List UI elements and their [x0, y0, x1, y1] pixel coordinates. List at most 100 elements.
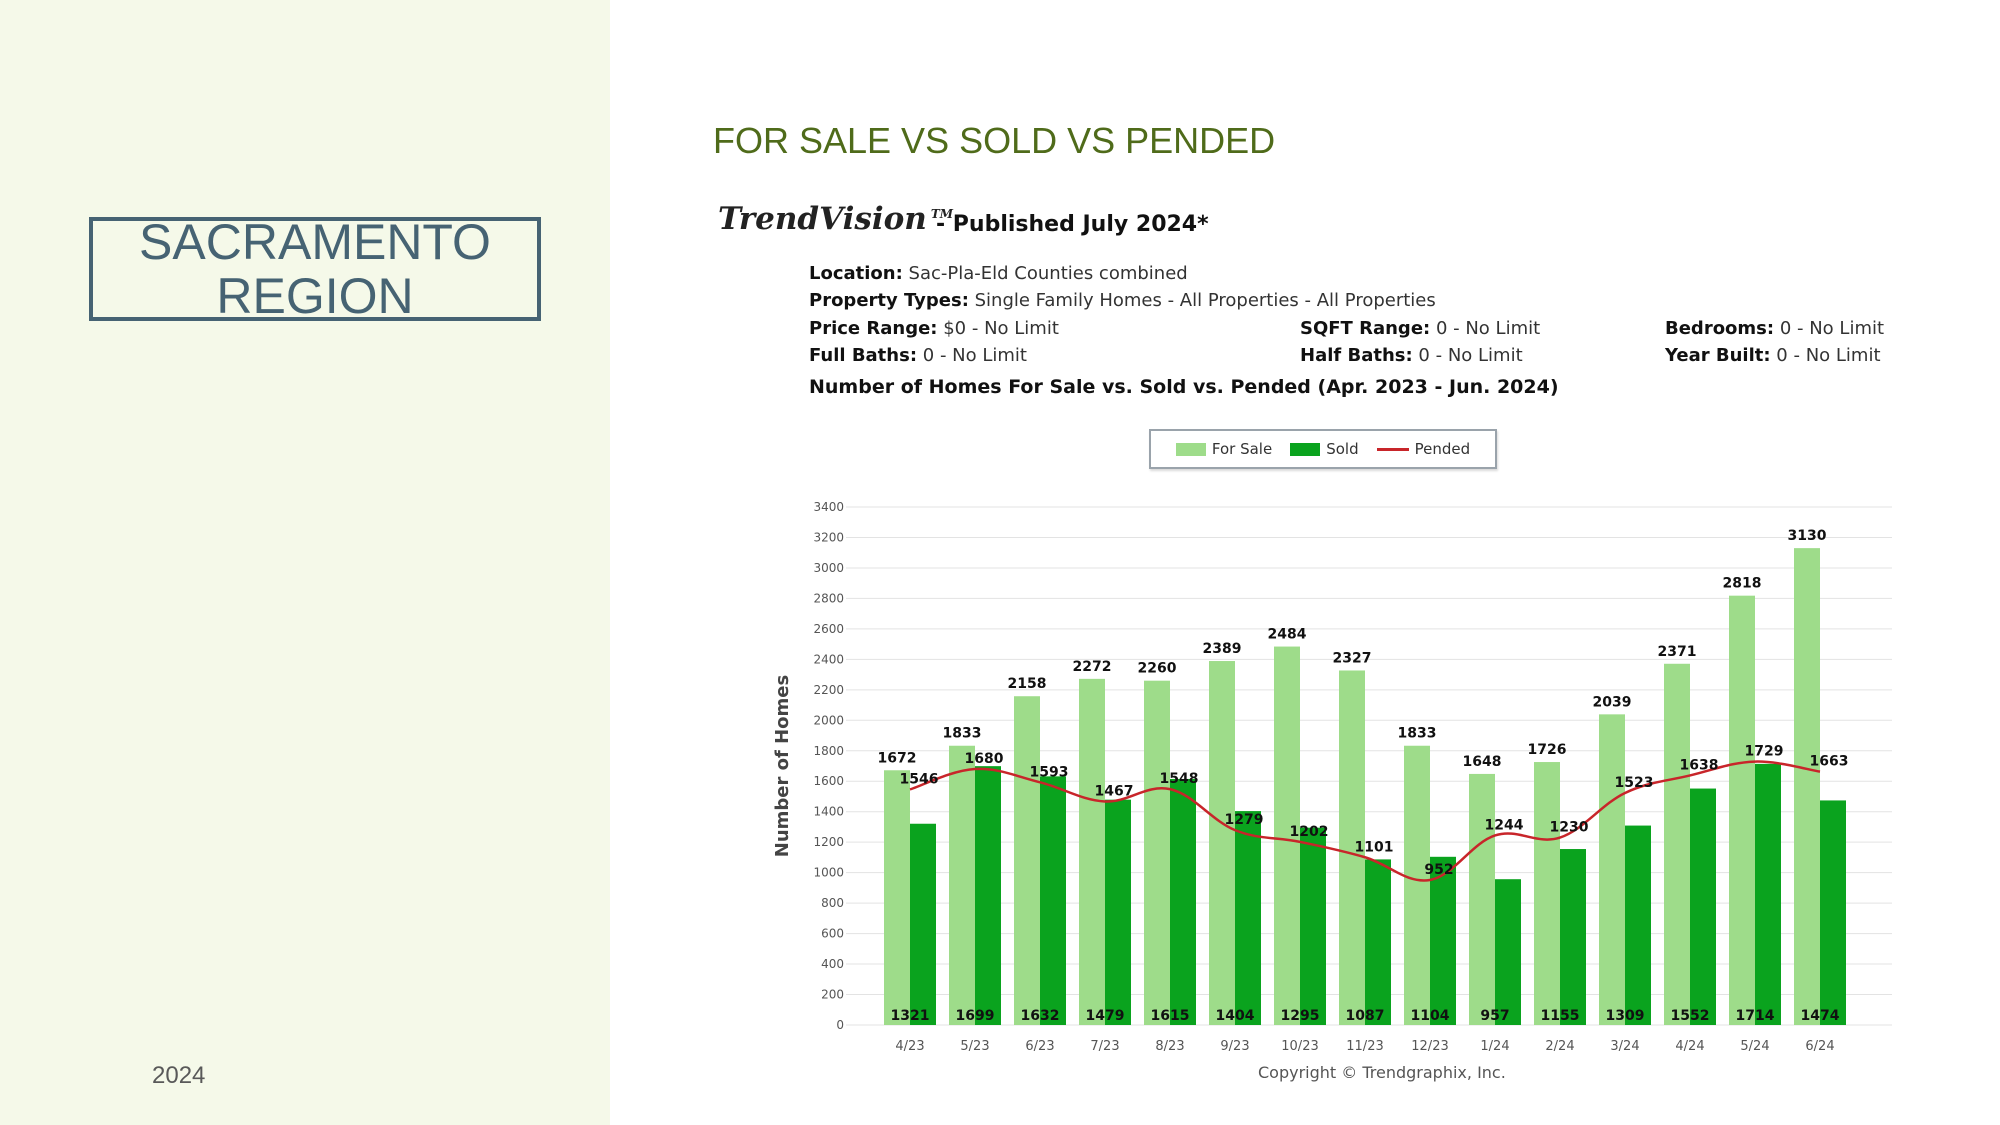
bar-sold [1755, 763, 1781, 1025]
bedrooms-label: Bedrooms: [1665, 318, 1775, 339]
y-tick-label: 2400 [813, 652, 844, 666]
full-baths-value: 0 - No Limit [922, 345, 1027, 366]
data-label-for-sale: 3130 [1788, 528, 1827, 544]
meta-half-baths: Half Baths: 0 - No Limit [1300, 345, 1523, 366]
data-label-sold: 1309 [1606, 1008, 1645, 1024]
y-tick-label: 3200 [813, 530, 844, 544]
bar-for-sale [1144, 680, 1170, 1025]
bar-sold [1300, 827, 1326, 1025]
x-tick-label: 10/23 [1281, 1039, 1318, 1054]
data-label-sold: 1615 [1151, 1008, 1190, 1024]
y-tick-label: 1400 [813, 805, 844, 819]
x-tick-label: 4/24 [1675, 1039, 1704, 1054]
data-label-for-sale: 2484 [1268, 627, 1307, 643]
data-label-for-sale: 1726 [1528, 742, 1567, 758]
legend-label-pended: Pended [1414, 440, 1471, 458]
data-label-sold: 1552 [1671, 1008, 1710, 1024]
x-tick-label: 9/23 [1220, 1039, 1249, 1054]
pended-line [909, 760, 1821, 882]
meta-full-baths: Full Baths: 0 - No Limit [809, 345, 1027, 366]
x-tick-label: 2/24 [1545, 1039, 1574, 1054]
logo-text: TrendVision [718, 201, 927, 237]
published-date: - Published July 2024* [936, 212, 1209, 237]
footer-year: 2024 [152, 1062, 206, 1089]
data-label-pended: 1467 [1095, 783, 1134, 799]
property-types-label: Property Types: [809, 290, 969, 311]
legend-item-sold: Sold [1290, 440, 1359, 458]
half-baths-value: 0 - No Limit [1418, 345, 1523, 366]
y-tick-label: 1000 [813, 866, 844, 880]
x-tick-label: 6/24 [1805, 1039, 1834, 1054]
bar-for-sale [1469, 773, 1495, 1025]
x-tick-label: 1/24 [1480, 1039, 1509, 1054]
location-value: Sac-Pla-Eld Counties combined [908, 263, 1188, 284]
bar-sold [1040, 776, 1066, 1025]
meta-year-built: Year Built: 0 - No Limit [1665, 345, 1881, 366]
data-label-pended: 1101 [1355, 839, 1394, 855]
data-label-for-sale: 2039 [1593, 694, 1632, 710]
logo-trademark: TM [930, 206, 954, 221]
x-tick-label: 6/23 [1025, 1039, 1054, 1054]
data-label-pended: 1546 [900, 771, 939, 787]
legend-swatch-for-sale [1175, 442, 1206, 456]
region-title-box: SACRAMENTO REGION [89, 215, 541, 323]
data-label-pended: 1663 [1810, 754, 1849, 770]
data-label-pended: 1548 [1160, 771, 1199, 787]
legend-swatch-sold [1290, 442, 1321, 456]
chart-image: 0 200 400 600 800 1000 1200 1400 1600 1800 2000 220… [710, 195, 1900, 1095]
x-tick-label: 8/23 [1155, 1039, 1184, 1054]
sqft-range-label: SQFT Range: [1300, 318, 1431, 339]
data-label-sold: 1404 [1216, 1008, 1255, 1024]
meta-sqft-range: SQFT Range: 0 - No Limit [1300, 318, 1540, 339]
y-tick-label: 400 [821, 957, 844, 971]
data-label-for-sale: 2260 [1138, 661, 1177, 677]
y-tick-label: 1800 [813, 744, 844, 758]
data-label-pended: 1729 [1745, 744, 1784, 760]
legend-label-for-sale: For Sale [1211, 440, 1273, 458]
x-tick-label: 12/23 [1411, 1039, 1448, 1054]
data-label-pended: 1638 [1680, 757, 1719, 773]
bar-sold [1170, 778, 1196, 1025]
data-label-sold: 1104 [1411, 1008, 1450, 1024]
data-label-pended: 1593 [1030, 764, 1069, 780]
bar-for-sale [1274, 646, 1300, 1025]
bar-for-sale [1339, 670, 1365, 1025]
data-label-for-sale: 1672 [878, 750, 917, 766]
copyright-text: Copyright © Trendgraphix, Inc. [1258, 1063, 1506, 1082]
bar-sold [1820, 800, 1846, 1025]
sqft-range-value: 0 - No Limit [1435, 318, 1541, 339]
year-built-label: Year Built: [1665, 345, 1771, 366]
bar-sold [910, 823, 936, 1025]
data-label-pended: 952 [1424, 862, 1453, 878]
data-label-pended: 1230 [1550, 820, 1589, 836]
x-tick-label: 4/23 [895, 1039, 924, 1054]
half-baths-label: Half Baths: [1300, 345, 1413, 366]
legend-item-for-sale: For Sale [1175, 440, 1273, 458]
x-tick-label: 7/23 [1090, 1039, 1119, 1054]
chart-legend: For Sale Sold Pended [1149, 429, 1497, 469]
meta-property-types: Property Types: Single Family Homes - Al… [809, 290, 1436, 311]
data-label-pended: 1523 [1615, 775, 1654, 791]
y-tick-label: 2200 [813, 683, 844, 697]
bar-sold [1495, 879, 1521, 1025]
data-label-for-sale: 1648 [1463, 754, 1502, 770]
data-label-for-sale: 1833 [943, 726, 982, 742]
legend-swatch-pended [1376, 447, 1409, 451]
full-baths-label: Full Baths: [809, 345, 918, 366]
data-label-sold: 1632 [1021, 1008, 1060, 1024]
y-axis-label: Number of Homes [772, 675, 793, 857]
price-range-label: Price Range: [809, 318, 938, 339]
x-tick-label: 11/23 [1346, 1039, 1383, 1054]
bar-for-sale [1729, 595, 1755, 1025]
legend-label-sold: Sold [1326, 440, 1359, 458]
y-tick-label: 1200 [813, 835, 844, 849]
bar-for-sale [1534, 762, 1560, 1025]
data-label-for-sale: 2158 [1008, 676, 1047, 692]
bar-for-sale [1794, 548, 1820, 1025]
data-label-sold: 1087 [1346, 1008, 1385, 1024]
data-label-for-sale: 2371 [1658, 644, 1697, 660]
data-label-sold: 957 [1480, 1008, 1509, 1024]
data-label-sold: 1714 [1736, 1008, 1775, 1024]
x-tick-label: 3/24 [1610, 1039, 1639, 1054]
data-label-pended: 1244 [1485, 817, 1524, 833]
